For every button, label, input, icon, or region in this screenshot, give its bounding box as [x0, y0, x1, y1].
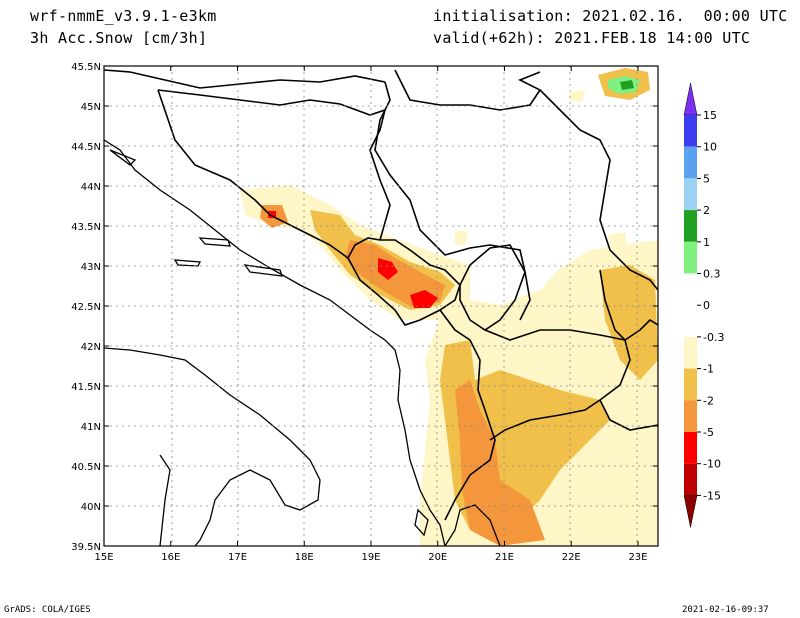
- lat-label: 42.5N: [71, 302, 101, 313]
- colorbar-label: 0.3: [703, 268, 721, 281]
- lat-label: 44.5N: [71, 142, 101, 153]
- snow-area-light: [570, 90, 585, 102]
- snow-field: [240, 68, 658, 546]
- colorbar-label: 15: [703, 109, 717, 122]
- lon-label: 17E: [228, 552, 247, 563]
- colorbar-label: -10: [703, 458, 721, 471]
- greek-coast: [444, 504, 501, 546]
- lon-label: 23E: [628, 552, 647, 563]
- colorbar-label: 10: [703, 141, 717, 154]
- coastlines: [104, 139, 501, 546]
- colorbar: 15 10 5 2 1 0.3 0 -0.3 -1 -2 -5 -10 -15: [683, 82, 724, 528]
- border: [374, 81, 531, 321]
- model-title: wrf-nmmE_v3.9.1-e3km: [30, 7, 217, 25]
- lat-label: 40N: [81, 502, 101, 513]
- lon-label: 21E: [495, 552, 514, 563]
- colorbar-swatch: [684, 115, 697, 147]
- lon-label: 22E: [562, 552, 581, 563]
- lon-label: 15E: [94, 552, 113, 563]
- colorbar-label: -2: [703, 394, 714, 407]
- border: [624, 318, 658, 341]
- snow-area-light: [608, 232, 628, 252]
- init-time: initialisation: 2021.02.16. 00:00 UTC: [433, 7, 788, 25]
- border: [459, 244, 526, 331]
- colorbar-label: 2: [703, 204, 710, 217]
- island: [173, 259, 202, 267]
- lat-axis-labels: 45.5N 45N 44.5N 44N 43.5N 43N 42.5N 42N 41.5N 41N…: [71, 62, 101, 553]
- border: [157, 89, 381, 260]
- lat-label: 42N: [81, 342, 101, 353]
- border: [599, 269, 626, 341]
- colorbar-swatch: [684, 432, 697, 464]
- snow-area-very-heavy: [378, 258, 398, 280]
- island: [198, 237, 231, 247]
- colorbar-bottom-arrow: [683, 495, 698, 528]
- lat-label: 41.5N: [71, 382, 101, 393]
- colorbar-label: -0.3: [703, 331, 724, 344]
- border: [104, 69, 386, 89]
- colorbar-label: 5: [703, 172, 710, 185]
- snow-area-light: [455, 230, 468, 246]
- island: [414, 508, 429, 537]
- island: [243, 264, 283, 277]
- colorbar-label: -15: [703, 489, 721, 502]
- border: [347, 239, 461, 326]
- field-title: 3h Acc.Snow [cm/3h]: [30, 29, 208, 47]
- colorbar-swatch: [684, 400, 697, 432]
- lat-label: 43N: [81, 262, 101, 273]
- colorbar-label: -1: [703, 363, 714, 376]
- lat-label: 43.5N: [71, 222, 101, 233]
- lat-label: 41N: [81, 422, 101, 433]
- snow-area-green: [620, 80, 634, 90]
- colorbar-top-arrow: [683, 82, 698, 116]
- credit-label: GrADS: COLA/IGES: [4, 605, 91, 615]
- lat-label: 45.5N: [71, 62, 101, 73]
- border: [599, 399, 658, 431]
- colorbar-swatch: [684, 273, 697, 306]
- colorbar-label: -5: [703, 426, 714, 439]
- colorbar-swatch: [684, 146, 697, 179]
- colorbar-swatch: [684, 178, 697, 211]
- lat-label: 44N: [81, 182, 101, 193]
- lat-label: 45N: [81, 102, 101, 113]
- border: [484, 329, 631, 441]
- italy-coast: [104, 347, 321, 546]
- colorbar-label: 0: [703, 299, 710, 312]
- colorbar-swatch: [684, 210, 697, 242]
- border: [394, 69, 542, 111]
- border: [439, 309, 496, 521]
- border: [157, 89, 391, 241]
- colorbar-swatch: [684, 463, 697, 496]
- lon-label: 18E: [295, 552, 314, 563]
- country-borders: [104, 69, 658, 521]
- grid: [104, 66, 658, 546]
- snow-area-heavy: [455, 380, 545, 546]
- valid-time: valid(+62h): 2021.FEB.18 14:00 UTC: [433, 29, 751, 47]
- lat-label: 39.5N: [71, 542, 101, 553]
- snow-area-moderate: [600, 265, 658, 380]
- colorbar-swatch: [684, 241, 697, 274]
- snow-area-very-heavy: [410, 290, 438, 308]
- colorbar-swatch: [684, 305, 697, 337]
- italy-heel: [159, 454, 171, 546]
- axis-ticks: [103, 65, 658, 547]
- colorbar-swatch: [684, 368, 697, 401]
- border: [539, 89, 658, 291]
- island: [109, 149, 137, 166]
- adriatic-east-coast: [104, 139, 446, 546]
- timestamp-label: 2021-02-16-09:37: [682, 605, 769, 615]
- lon-axis-labels: 15E 16E 17E 18E 19E 20E 21E 22E 23E: [94, 552, 647, 563]
- lat-label: 40.5N: [71, 462, 101, 473]
- colorbar-swatch: [684, 336, 697, 369]
- lon-label: 19E: [361, 552, 380, 563]
- lon-label: 16E: [161, 552, 180, 563]
- colorbar-label: 1: [703, 236, 710, 249]
- lon-label: 20E: [428, 552, 447, 563]
